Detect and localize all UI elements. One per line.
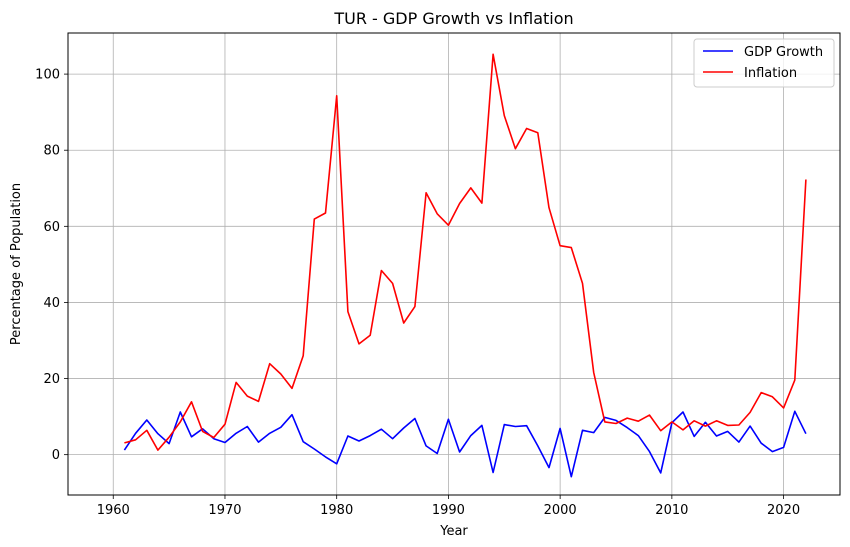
y-tick-label: 20 xyxy=(43,372,60,387)
x-tick-label: 2010 xyxy=(655,503,688,518)
legend-label-inflation: Inflation xyxy=(744,66,797,81)
legend: GDP Growth Inflation xyxy=(693,38,835,88)
x-axis-label: Year xyxy=(439,524,468,539)
series-line-gdp-growth xyxy=(123,410,807,478)
y-tick-label: 0 xyxy=(52,448,60,463)
y-tick-label: 80 xyxy=(43,144,60,159)
x-tick-label: 1990 xyxy=(432,503,465,518)
series-layer xyxy=(123,53,807,478)
x-tick-label: 1970 xyxy=(208,503,241,518)
x-tick-label: 1980 xyxy=(320,503,353,518)
y-tick-label: 40 xyxy=(43,296,60,311)
x-tick-label: 2020 xyxy=(767,503,800,518)
y-tick-label: 60 xyxy=(43,220,60,235)
y-tick-label: 100 xyxy=(35,68,60,83)
x-ticks: 1960 1970 1980 1990 2000 2010 2020 xyxy=(97,495,800,518)
x-tick-label: 2000 xyxy=(544,503,577,518)
chart-title: TUR - GDP Growth vs Inflation xyxy=(333,9,573,28)
y-ticks: 0 20 40 60 80 100 xyxy=(35,68,68,463)
x-tick-label: 1960 xyxy=(97,503,130,518)
y-axis-label: Percentage of Population xyxy=(9,183,24,345)
plot-frame xyxy=(67,32,841,496)
series-line-inflation xyxy=(124,53,807,451)
legend-label-gdp-growth: GDP Growth xyxy=(744,45,823,60)
